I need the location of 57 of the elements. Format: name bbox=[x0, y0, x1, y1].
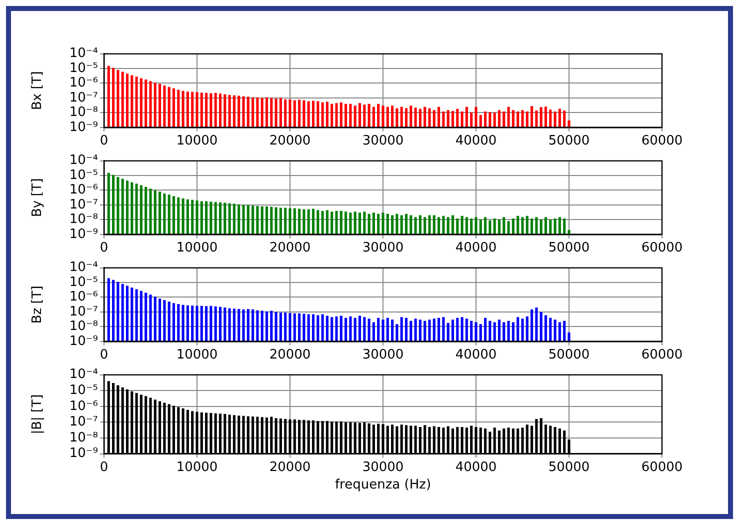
x-tick-label: 20000 bbox=[269, 460, 311, 475]
y-tick-label: 10⁻⁵ bbox=[69, 274, 98, 290]
y-tick-label: 10⁻⁵ bbox=[69, 382, 98, 398]
x-tick-label: 30000 bbox=[362, 348, 404, 363]
y-tick-label: 10⁻⁵ bbox=[69, 60, 98, 76]
y-tick-label: 10⁻⁶ bbox=[69, 398, 98, 414]
y-tick-label: 10⁻⁸ bbox=[69, 212, 98, 228]
y-tick-label: 10⁻⁷ bbox=[69, 197, 98, 212]
x-tick-label: 0 bbox=[100, 134, 108, 149]
x-tick-label: 40000 bbox=[455, 348, 497, 363]
y-tick-label: 10⁻⁹ bbox=[69, 226, 98, 242]
x-tick-label: 50000 bbox=[548, 348, 590, 363]
y-tick-label: 10⁻⁴ bbox=[69, 367, 98, 382]
y-tick-label: 10⁻⁸ bbox=[69, 319, 98, 334]
x-tick-label: 50000 bbox=[548, 134, 590, 149]
x-tick-label: 50000 bbox=[548, 460, 590, 475]
y-axis-title: By [T] bbox=[30, 178, 46, 218]
x-tick-label: 60000 bbox=[641, 460, 683, 475]
y-tick-label: 10⁻⁶ bbox=[69, 290, 98, 305]
y-tick-label: 10⁻⁶ bbox=[69, 182, 98, 198]
x-tick-label: 40000 bbox=[455, 240, 497, 256]
y-tick-label: 10⁻⁵ bbox=[69, 168, 98, 183]
y-axis-title: Bx [T] bbox=[30, 71, 46, 110]
x-tick-label: 0 bbox=[100, 240, 108, 256]
x-tick-label: 60000 bbox=[641, 134, 683, 149]
y-tick-label: 10⁻⁶ bbox=[69, 76, 98, 91]
x-tick-label: 30000 bbox=[362, 134, 404, 149]
y-tick-label: 10⁻⁴ bbox=[69, 260, 98, 276]
y-tick-label: 10⁻⁸ bbox=[69, 430, 98, 446]
x-tick-label: 40000 bbox=[455, 134, 497, 149]
x-axis-title: frequenza (Hz) bbox=[334, 478, 432, 493]
x-tick-label: 50000 bbox=[548, 240, 590, 256]
y-tick-label: 10⁻⁷ bbox=[69, 304, 98, 320]
y-tick-label: 10⁻⁴ bbox=[69, 153, 98, 168]
y-tick-label: 10⁻⁷ bbox=[69, 414, 98, 430]
x-tick-label: 20000 bbox=[269, 240, 311, 256]
y-tick-label: 10⁻⁹ bbox=[69, 334, 98, 349]
x-tick-label: 10000 bbox=[176, 134, 218, 149]
y-axis-title: |B| [T] bbox=[30, 394, 46, 434]
x-tick-label: 20000 bbox=[269, 348, 311, 363]
y-tick-label: 10⁻⁴ bbox=[69, 46, 98, 62]
x-tick-label: 10000 bbox=[176, 460, 218, 475]
x-tick-label: 40000 bbox=[455, 460, 497, 475]
x-tick-label: 30000 bbox=[362, 240, 404, 256]
x-tick-label: 60000 bbox=[641, 348, 683, 363]
x-tick-label: 60000 bbox=[641, 240, 683, 256]
y-tick-label: 10⁻⁹ bbox=[69, 446, 98, 462]
x-tick-label: 0 bbox=[100, 460, 108, 475]
y-axis-title: Bz [T] bbox=[30, 286, 46, 324]
x-tick-label: 10000 bbox=[176, 348, 218, 363]
y-tick-label: 10⁻⁹ bbox=[69, 120, 98, 135]
x-tick-label: 0 bbox=[100, 348, 108, 363]
x-tick-label: 10000 bbox=[176, 240, 218, 256]
x-tick-label: 30000 bbox=[362, 460, 404, 475]
y-tick-label: 10⁻⁷ bbox=[69, 90, 98, 106]
y-tick-label: 10⁻⁸ bbox=[69, 105, 98, 120]
x-tick-label: 20000 bbox=[269, 134, 311, 149]
